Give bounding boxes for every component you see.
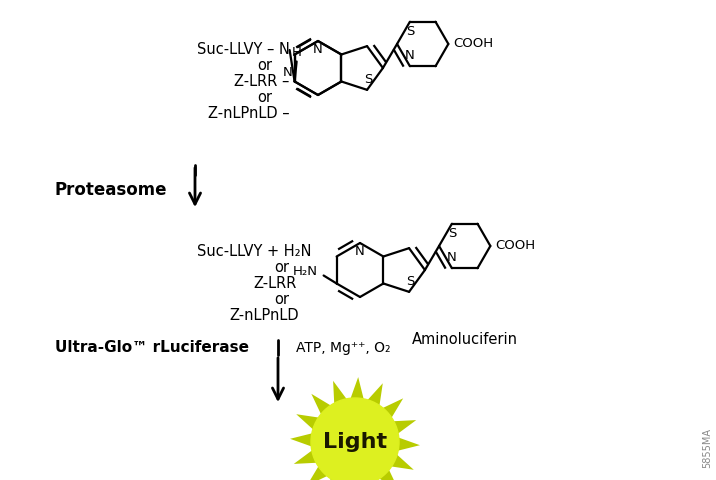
Text: H: H: [291, 47, 301, 60]
Text: Ultra-Glo™ rLuciferase: Ultra-Glo™ rLuciferase: [55, 340, 249, 356]
Text: or: or: [274, 292, 289, 308]
Text: Z-nLPnLD –: Z-nLPnLD –: [208, 107, 289, 121]
Text: or: or: [257, 59, 272, 73]
Text: S: S: [406, 25, 414, 38]
Text: N: N: [355, 245, 365, 258]
Text: COOH: COOH: [495, 240, 536, 252]
Text: S: S: [448, 227, 456, 240]
Text: 5855MA: 5855MA: [702, 428, 712, 468]
Text: N: N: [447, 251, 457, 264]
Text: S: S: [364, 73, 372, 86]
Text: Z-nLPnLD: Z-nLPnLD: [229, 309, 299, 324]
Text: or: or: [257, 91, 272, 106]
Text: S: S: [406, 275, 415, 288]
Text: or: or: [274, 261, 289, 276]
Text: N: N: [313, 43, 323, 56]
Text: ATP, Mg⁺⁺, O₂: ATP, Mg⁺⁺, O₂: [296, 341, 390, 355]
Text: H₂N: H₂N: [293, 265, 318, 278]
Text: Light: Light: [323, 432, 387, 452]
Text: N: N: [405, 49, 415, 62]
Text: Aminoluciferin: Aminoluciferin: [412, 332, 518, 347]
Text: N: N: [283, 67, 293, 80]
Text: Suc-LLVY + H₂N: Suc-LLVY + H₂N: [197, 244, 311, 260]
Polygon shape: [290, 377, 420, 480]
Circle shape: [311, 398, 399, 480]
Text: Suc-LLVY – N: Suc-LLVY – N: [197, 43, 289, 58]
Text: Proteasome: Proteasome: [55, 181, 168, 199]
Text: COOH: COOH: [453, 37, 493, 50]
Text: Z-LRR: Z-LRR: [253, 276, 296, 291]
Text: Z-LRR –: Z-LRR –: [234, 74, 289, 89]
